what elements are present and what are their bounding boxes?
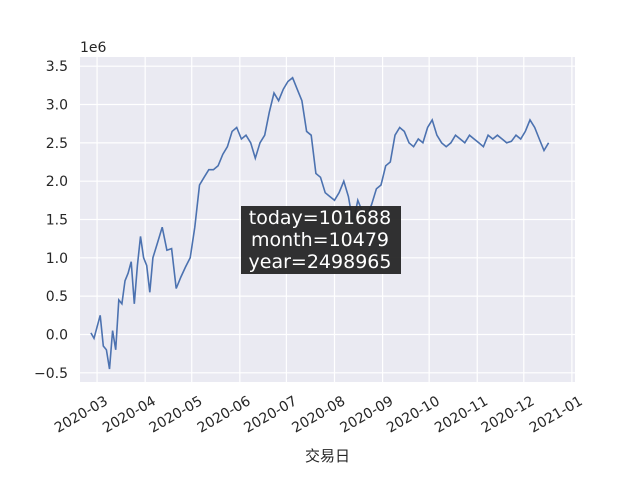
x-tick-label: 2020-08 [289, 393, 348, 436]
y-tick-label: 1.0 [46, 251, 68, 267]
y-tick-label: 3.0 [46, 98, 68, 114]
x-tick-label: 2020-07 [241, 393, 300, 436]
annotation-month: month=10479 [251, 229, 389, 251]
x-axis-tick-labels: 2020-032020-042020-052020-062020-072020-… [52, 393, 585, 436]
annotation-background [241, 206, 401, 274]
x-tick-label: 2020-05 [147, 393, 206, 436]
y-tick-label: 0.5 [46, 289, 68, 305]
x-tick-label: 2020-03 [52, 393, 111, 436]
annotation-today: today=101688 [249, 207, 391, 229]
y-tick-label: 3.5 [46, 59, 68, 75]
y-tick-label: 2.0 [46, 174, 68, 190]
x-tick-label: 2020-12 [479, 393, 538, 436]
y-tick-label: −0.5 [34, 366, 68, 382]
x-tick-label: 2021-01 [527, 393, 586, 436]
x-axis-label: 交易日 [305, 447, 350, 465]
y-axis-tick-labels: −0.5 0.0 0.5 1.0 1.5 2.0 2.5 3.0 3.5 [34, 59, 68, 382]
annotation-year: year=2498965 [249, 251, 392, 273]
y-tick-label: 2.5 [46, 136, 68, 152]
y-tick-label: 0.0 [46, 327, 68, 343]
y-offset-label: 1e6 [80, 40, 107, 56]
y-tick-label: 1.5 [46, 213, 68, 229]
annotation-box: today=101688 month=10479 year=2498965 [241, 206, 401, 274]
series-line [90, 76, 550, 370]
x-tick-label: 2020-10 [384, 393, 443, 436]
